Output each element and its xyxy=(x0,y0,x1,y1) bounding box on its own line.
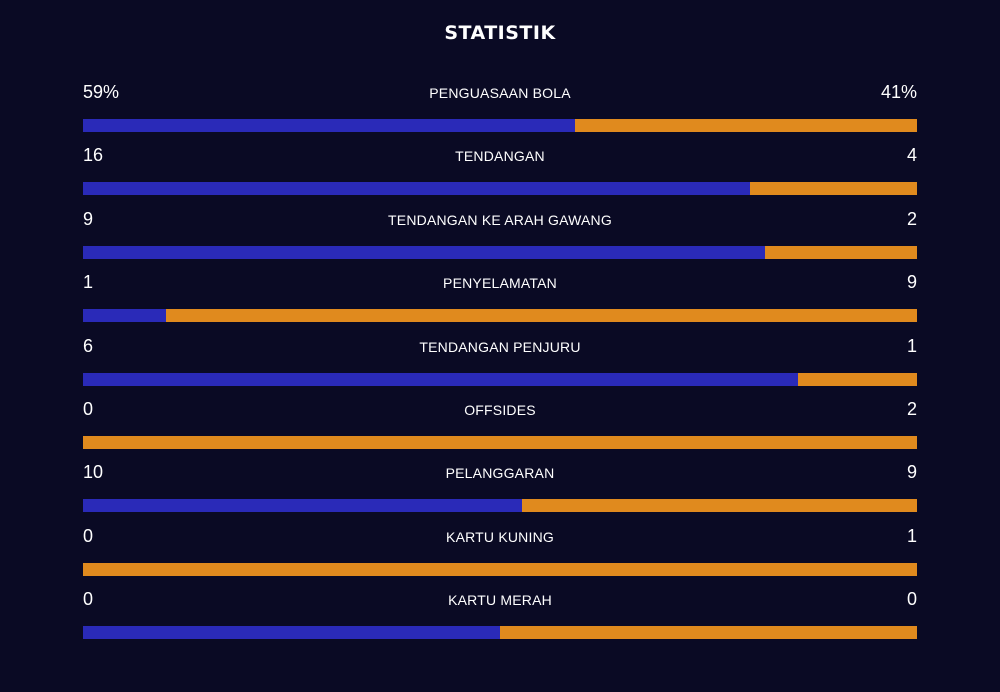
stat-label: TENDANGAN KE ARAH GAWANG xyxy=(388,211,612,228)
stat-row-offsides: 0 OFFSIDES 2 xyxy=(83,397,917,460)
home-bar-segment xyxy=(83,309,167,323)
away-value: 4 xyxy=(906,145,917,166)
home-value: 16 xyxy=(83,145,104,166)
stat-row-fouls: 10 PELANGGARAN 9 xyxy=(83,460,917,523)
home-value: 0 xyxy=(83,525,94,546)
away-value: 2 xyxy=(906,398,917,419)
home-value: 1 xyxy=(83,272,94,293)
home-value: 9 xyxy=(83,208,94,229)
stat-label: PELANGGARAN xyxy=(445,465,555,482)
stat-bar xyxy=(83,372,917,386)
home-value: 6 xyxy=(83,335,94,356)
stat-bar xyxy=(83,245,917,259)
home-value: 0 xyxy=(83,398,94,419)
home-value: 59% xyxy=(83,82,120,102)
away-value: 9 xyxy=(906,462,917,483)
stat-label: TENDANGAN xyxy=(455,148,545,165)
away-bar-segment xyxy=(797,372,917,386)
stat-label: OFFSIDES xyxy=(464,401,536,418)
stat-label: TENDANGAN PENJURU xyxy=(419,338,581,355)
home-bar-segment xyxy=(83,182,751,196)
stat-bar xyxy=(83,499,917,513)
stats-title: STATISTIK xyxy=(444,22,556,44)
stat-bar xyxy=(83,182,917,196)
stat-row-shots: 16 TENDANGAN 4 xyxy=(83,143,917,206)
stat-row-corners: 6 TENDANGAN PENJURU 1 xyxy=(83,334,917,397)
away-value: 1 xyxy=(906,525,917,546)
stat-label: PENYELAMATAN xyxy=(443,275,557,292)
stat-bar xyxy=(83,309,917,323)
away-bar-segment xyxy=(521,499,917,513)
away-value: 9 xyxy=(906,272,917,293)
away-bar-segment xyxy=(750,182,917,196)
stat-label: KARTU MERAH xyxy=(448,592,552,609)
stat-label: KARTU KUNING xyxy=(446,528,554,545)
away-value: 41% xyxy=(880,82,917,102)
away-bar-segment xyxy=(500,626,917,640)
home-bar-segment xyxy=(83,626,500,640)
stat-row-shots-on-target: 9 TENDANGAN KE ARAH GAWANG 2 xyxy=(83,207,917,270)
home-value: 10 xyxy=(83,462,104,483)
stat-bar xyxy=(83,562,917,576)
away-bar-segment xyxy=(575,119,917,132)
stat-row-yellow-cards: 0 KARTU KUNING 1 xyxy=(83,524,917,587)
away-bar-segment xyxy=(765,245,917,259)
stat-row-possession: 59% PENGUASAAN BOLA 41% xyxy=(83,80,917,143)
away-bar-segment xyxy=(83,562,917,576)
away-bar-segment xyxy=(83,435,917,449)
away-value: 0 xyxy=(906,589,917,610)
stat-row-saves: 1 PENYELAMATAN 9 xyxy=(83,270,917,333)
home-value: 0 xyxy=(83,589,94,610)
stat-bar xyxy=(83,119,917,132)
stats-list: 59% PENGUASAAN BOLA 41% 16 TENDANGAN 4 9… xyxy=(83,80,917,651)
stat-bar xyxy=(83,626,917,640)
stat-row-red-cards: 0 KARTU MERAH 0 xyxy=(83,587,917,650)
home-bar-segment xyxy=(83,499,522,513)
away-value: 1 xyxy=(906,335,917,356)
stat-label: PENGUASAAN BOLA xyxy=(429,85,571,101)
stat-bar xyxy=(83,435,917,449)
away-value: 2 xyxy=(906,208,917,229)
home-bar-segment xyxy=(83,119,576,132)
home-bar-segment xyxy=(83,372,798,386)
home-bar-segment xyxy=(83,245,766,259)
away-bar-segment xyxy=(166,309,917,323)
